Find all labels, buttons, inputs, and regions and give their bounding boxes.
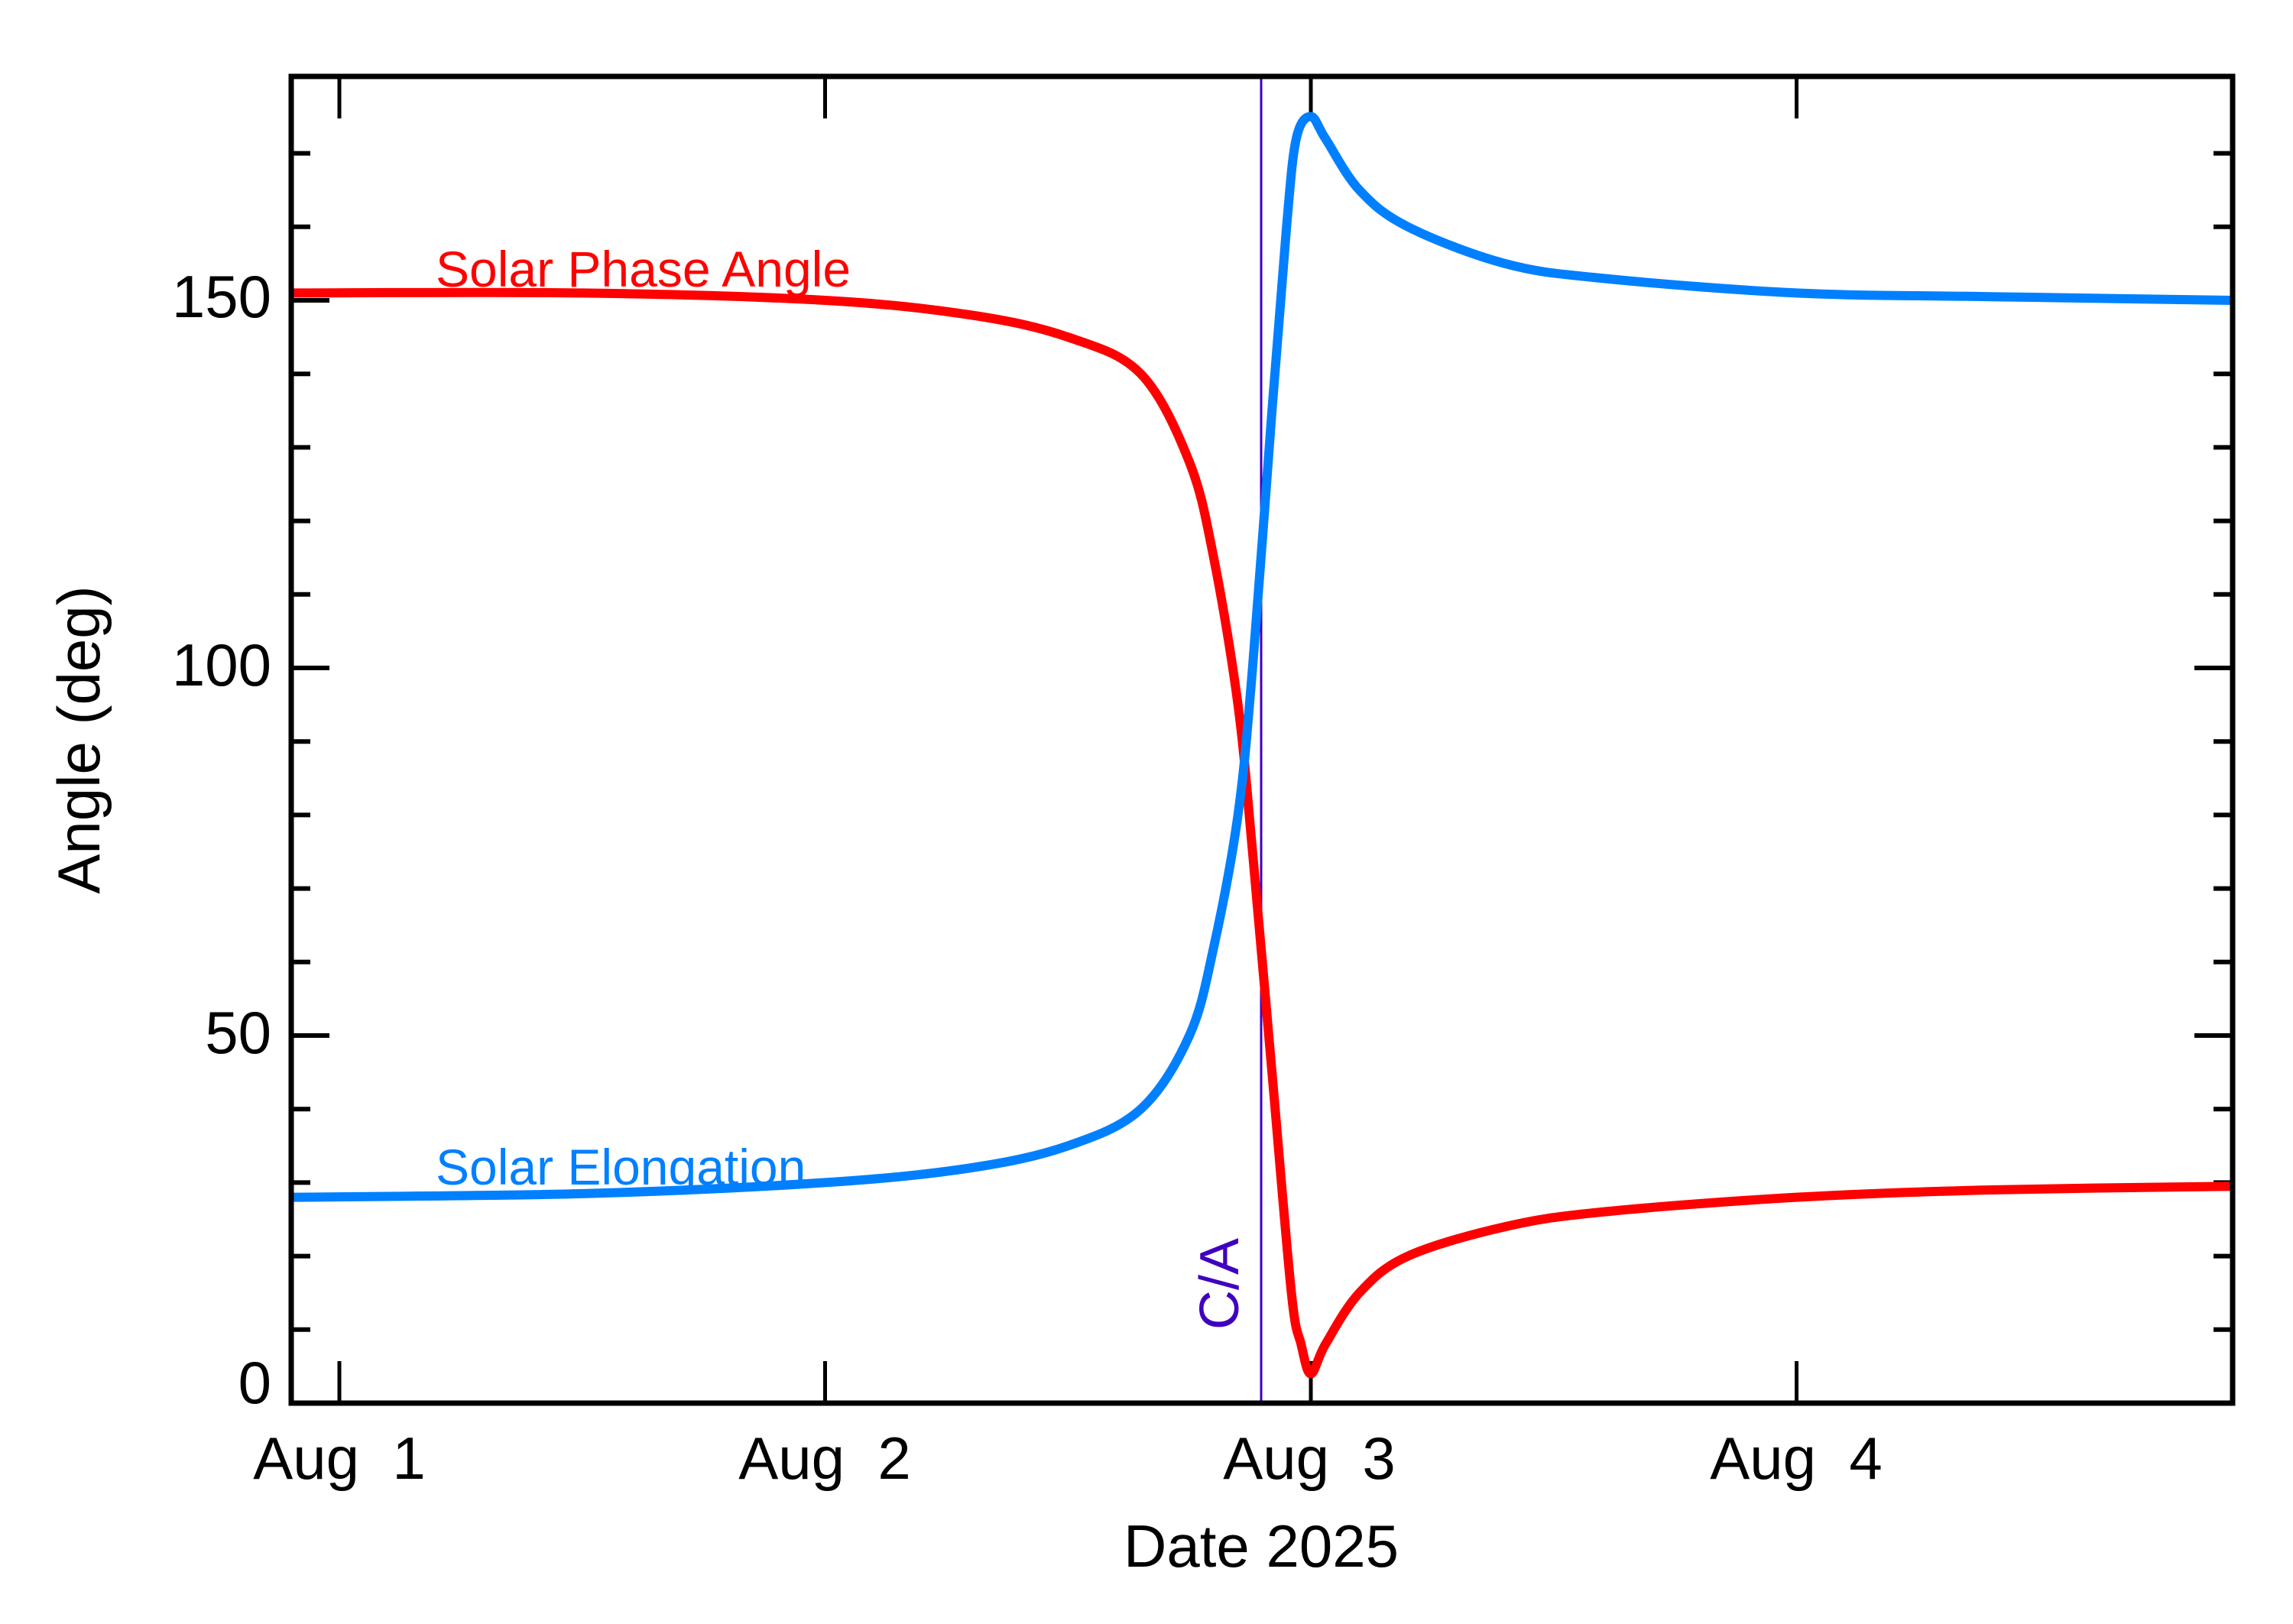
y-tick-label-50: 50 — [205, 999, 271, 1066]
solar-elongation-line — [290, 112, 2233, 1202]
x-tick-label-aug4: Aug 4 — [1710, 1425, 1883, 1492]
x-tick-label-aug1: Aug 1 — [253, 1425, 426, 1492]
x-tick-label-aug3: Aug 3 — [1223, 1425, 1396, 1492]
series-label-phase-angle: Solar Phase Angle — [436, 241, 851, 297]
solar-phase-angle-line — [290, 287, 2233, 1379]
axis-ticks — [291, 76, 2233, 1405]
y-tick-label-150: 150 — [172, 263, 271, 330]
closest-approach-label: C/A — [1189, 1238, 1250, 1330]
plot-frame — [288, 73, 2236, 1406]
x-tick-label-aug2: Aug 2 — [738, 1425, 911, 1492]
y-axis-title: Angle (deg) — [45, 585, 112, 893]
x-axis-title: Date 2025 — [1124, 1512, 1399, 1580]
series-label-elongation: Solar Elongation — [436, 1139, 806, 1195]
y-tick-label-100: 100 — [172, 631, 271, 699]
y-tick-label-0: 0 — [238, 1349, 271, 1416]
